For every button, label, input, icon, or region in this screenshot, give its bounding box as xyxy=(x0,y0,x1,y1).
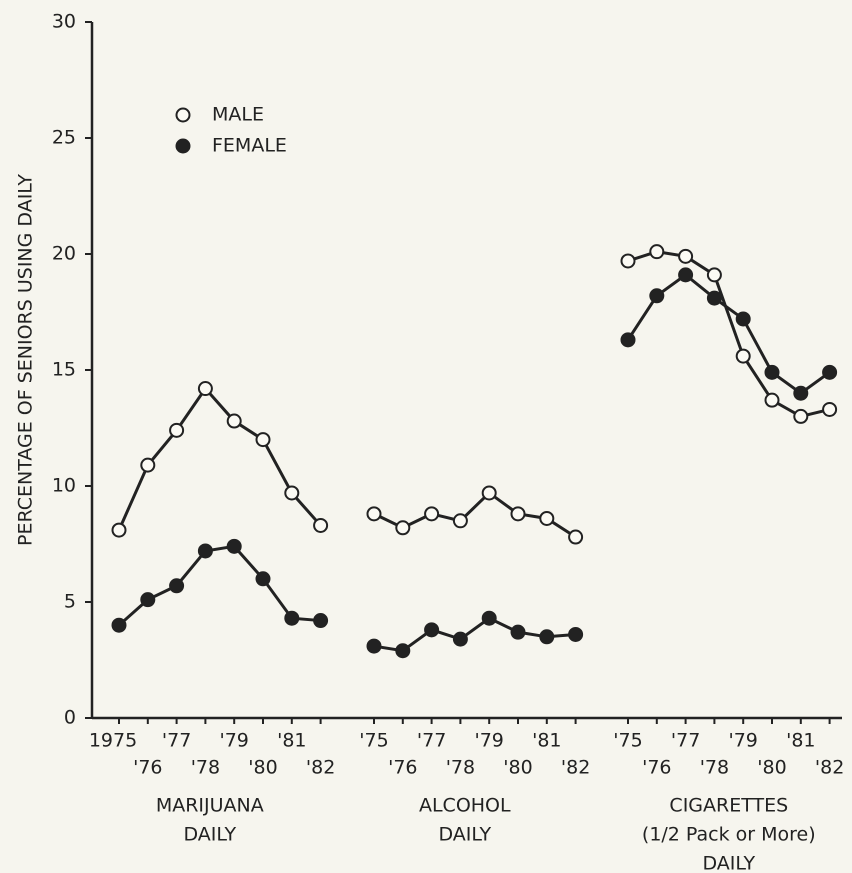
x-tick-label: '76 xyxy=(388,757,417,779)
group-label: (1/2 Pack or More) xyxy=(642,824,816,846)
marker xyxy=(395,520,411,536)
x-tick-label: '78 xyxy=(700,757,729,779)
marker xyxy=(793,408,809,424)
marker xyxy=(424,506,440,522)
legend-label: MALE xyxy=(212,104,264,126)
x-tick-label: '75 xyxy=(359,730,388,752)
marker xyxy=(678,248,694,264)
y-axis-label: PERCENTAGE OF SENIORS USING DAILY xyxy=(15,174,37,546)
marker xyxy=(510,624,526,640)
y-tick-label: 10 xyxy=(52,475,76,497)
marker xyxy=(649,288,665,304)
x-tick-label: '80 xyxy=(757,757,786,779)
x-tick-label: 1975 xyxy=(89,730,137,752)
x-tick-label: '80 xyxy=(248,757,277,779)
marker xyxy=(140,592,156,608)
x-tick-label: '77 xyxy=(671,730,700,752)
marker xyxy=(111,617,127,633)
marker xyxy=(169,578,185,594)
group-label: DAILY xyxy=(184,824,237,846)
marker xyxy=(481,485,497,501)
marker xyxy=(620,253,636,269)
y-tick-label: 20 xyxy=(52,243,76,265)
group-label: ALCOHOL xyxy=(419,795,511,817)
marker xyxy=(510,506,526,522)
y-tick-label: 30 xyxy=(52,11,76,33)
y-tick-label: 15 xyxy=(52,359,76,381)
x-tick-label: '81 xyxy=(532,730,561,752)
marker xyxy=(539,510,555,526)
marker xyxy=(706,267,722,283)
x-tick-label: '76 xyxy=(133,757,162,779)
marker xyxy=(255,571,271,587)
marker xyxy=(649,244,665,260)
series-line xyxy=(117,386,322,531)
marker xyxy=(366,506,382,522)
marker xyxy=(452,513,468,529)
x-tick-label: '80 xyxy=(503,757,532,779)
marker xyxy=(197,381,213,397)
marker xyxy=(226,413,242,429)
marker xyxy=(793,385,809,401)
x-tick-label: '79 xyxy=(728,730,757,752)
marker xyxy=(313,517,329,533)
x-tick-label: '78 xyxy=(446,757,475,779)
marker xyxy=(764,364,780,380)
marker xyxy=(395,643,411,659)
x-tick-label: '79 xyxy=(219,730,248,752)
x-tick-label: '76 xyxy=(642,757,671,779)
marker xyxy=(452,631,468,647)
marker xyxy=(284,610,300,626)
x-tick-label: '81 xyxy=(786,730,815,752)
marker xyxy=(140,457,156,473)
x-tick-label: '82 xyxy=(306,757,335,779)
marker xyxy=(539,629,555,645)
x-tick-label: '77 xyxy=(417,730,446,752)
legend-marker xyxy=(175,138,191,154)
group-label: DAILY xyxy=(439,824,492,846)
marker xyxy=(226,538,242,554)
marker xyxy=(822,364,838,380)
marker xyxy=(735,348,751,364)
marker xyxy=(764,392,780,408)
y-tick-label: 0 xyxy=(64,707,76,729)
y-tick-label: 5 xyxy=(64,591,76,613)
x-tick-label: '78 xyxy=(191,757,220,779)
marker xyxy=(197,543,213,559)
group-label: MARIJUANA xyxy=(156,795,264,817)
x-tick-label: '75 xyxy=(613,730,642,752)
x-tick-label: '77 xyxy=(162,730,191,752)
marker xyxy=(255,432,271,448)
marker xyxy=(706,290,722,306)
marker xyxy=(313,613,329,629)
marker xyxy=(620,332,636,348)
marker xyxy=(169,422,185,438)
legend-label: FEMALE xyxy=(212,135,287,157)
group-label: CIGARETTES xyxy=(669,795,788,817)
y-tick-label: 25 xyxy=(52,127,76,149)
marker xyxy=(822,401,838,417)
x-tick-label: '82 xyxy=(815,757,844,779)
marker xyxy=(284,485,300,501)
marker xyxy=(735,311,751,327)
marker xyxy=(568,529,584,545)
marker xyxy=(678,267,694,283)
x-tick-label: '81 xyxy=(277,730,306,752)
x-tick-label: '79 xyxy=(474,730,503,752)
marker xyxy=(568,626,584,642)
marker xyxy=(481,610,497,626)
marker xyxy=(424,622,440,638)
x-tick-label: '82 xyxy=(561,757,590,779)
legend-marker xyxy=(175,107,191,123)
marker xyxy=(111,522,127,538)
marker xyxy=(366,638,382,654)
group-label: DAILY xyxy=(703,853,756,873)
